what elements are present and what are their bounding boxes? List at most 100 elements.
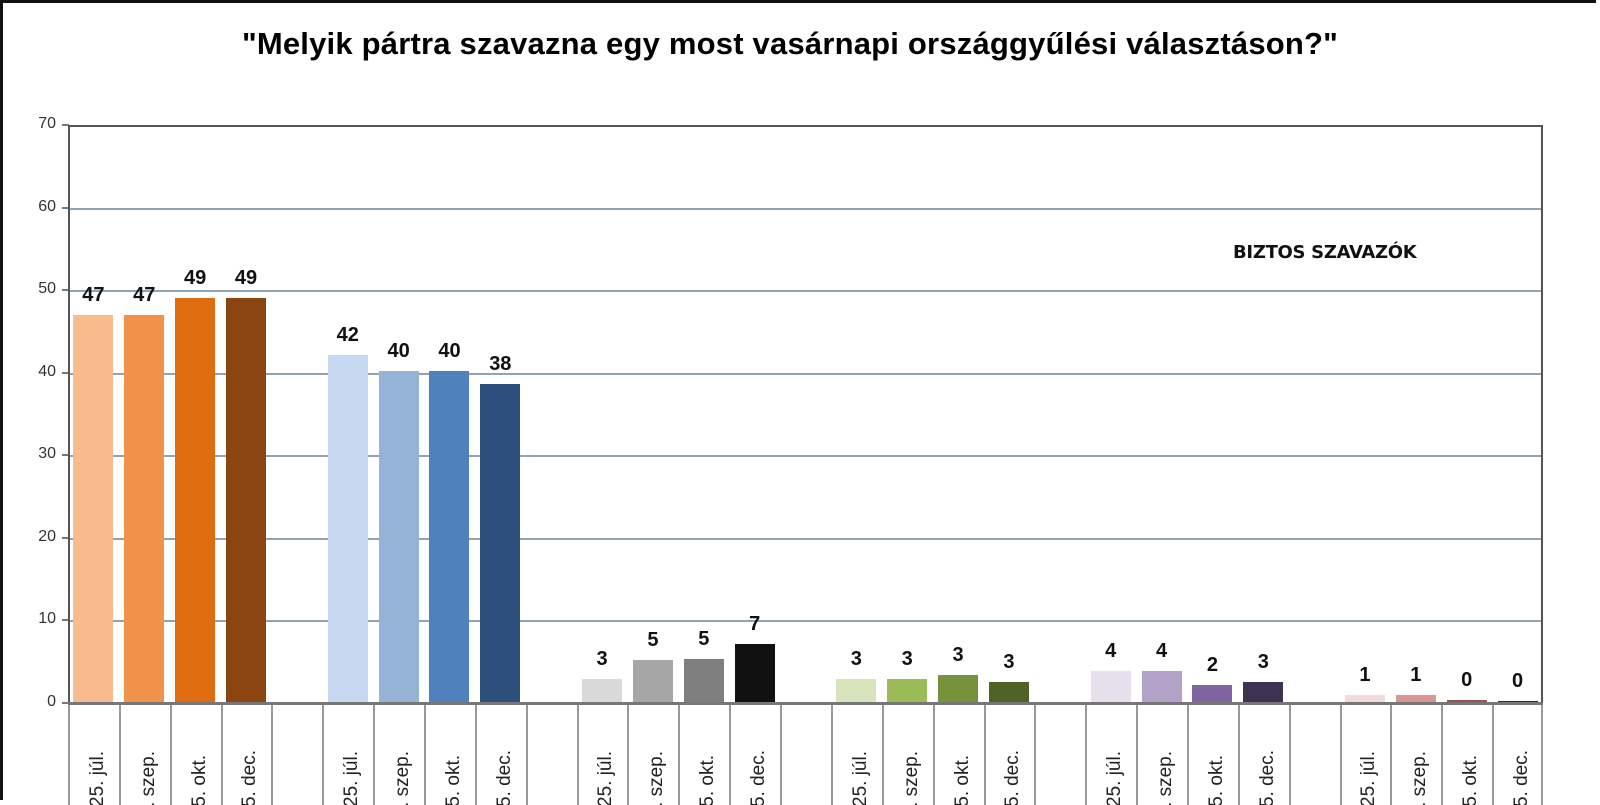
bar [1090,670,1131,703]
x-tick-label: 5. okt. [1205,755,1227,805]
bar [1344,694,1385,703]
bar [988,682,1029,703]
bar [226,298,267,703]
y-tick-label: 60 [38,197,56,215]
bar-value-label: 5 [698,628,710,651]
bar [1395,694,1436,703]
x-category-cell: 5. okt. [169,705,221,805]
x-gap-cell [780,705,831,805]
bar-value-label: 1 [1410,663,1422,686]
bar-value-label: 3 [1003,651,1015,674]
bar [683,659,724,703]
x-end-border [1541,705,1543,805]
x-category-cell: 5. okt. [932,705,984,805]
y-tick-label: 10 [38,610,56,628]
gridline [70,537,1541,540]
x-category-cell: . szep. [373,705,424,805]
x-category-cell: 5. dec. [1237,705,1289,805]
y-tick-mark [62,289,69,292]
x-category-cell: 25. júl. [68,705,119,805]
x-category-cell: . szep. [1390,705,1441,805]
x-tick-label: 5. dec. [1002,749,1024,805]
y-tick-mark [62,702,69,704]
x-tick-label: 25. júl. [341,751,363,805]
x-tick-label: 5. dec. [1256,749,1278,805]
x-gap-cell [1288,705,1340,805]
x-category-cell: 25. júl. [1085,705,1136,805]
bar [582,679,623,703]
x-category-cell: 25. júl. [322,705,373,805]
x-tick-label: 25. júl. [849,751,871,805]
bar [1141,670,1182,703]
y-tick-label: 70 [38,115,56,132]
bar [1192,684,1233,703]
bar [734,643,775,703]
bar-value-label: 2 [1206,653,1218,676]
x-tick-label: 25. júl. [86,751,108,805]
x-category-cell: 25. júl. [576,705,628,805]
bar [124,314,165,703]
bar-value-label: 3 [952,643,964,666]
x-category-cell: 5. okt. [1186,705,1238,805]
bar [1446,699,1487,703]
bar-value-label: 40 [438,340,461,363]
gridline [70,455,1541,458]
bar-value-label: 49 [234,267,258,290]
bar-value-label: 7 [749,612,761,635]
bar-value-label: 3 [596,648,608,671]
bar-value-label: 0 [1461,668,1473,691]
bar-value-label: 5 [647,629,659,652]
bar-value-label: 4 [1155,639,1168,662]
x-tick-label: . szep. [646,751,668,805]
x-category-cell: 5. okt. [424,705,475,805]
x-category-cell: 25. júl. [1339,705,1391,805]
bar [1497,700,1538,703]
bar [73,314,114,703]
x-category-cell: 5. dec. [474,705,526,805]
chart-annotation: BIZTOS SZAVAZÓK [1233,242,1417,263]
bar-value-label: 4 [1105,639,1117,662]
x-tick-label: 5. dec. [1510,749,1532,805]
x-gap-cell [525,705,577,805]
x-tick-label: . szep. [900,751,922,805]
x-category-cell: 5. okt. [1441,705,1492,805]
y-tick-label: 40 [38,362,56,380]
y-tick-mark [62,124,69,126]
bar-value-label: 3 [850,648,862,671]
x-axis-line [68,702,1543,705]
bar-value-label: 3 [901,648,913,671]
x-category-cell: 5. okt. [678,705,729,805]
x-category-cell: . szep. [627,705,678,805]
x-category-cell: 5. dec. [1492,705,1543,805]
bar-value-label: 40 [387,340,410,363]
bar [327,355,368,703]
y-tick-label: 50 [38,280,56,298]
bar-value-label: 47 [133,283,156,306]
gridline [70,290,1541,293]
x-category-cell: 5. dec. [729,705,780,805]
bar [887,679,928,703]
x-tick-label: 5. okt. [697,755,719,805]
bar [175,297,216,703]
x-tick-label: . szep. [137,751,159,805]
y-tick-label: 20 [38,527,56,545]
bar [429,371,470,703]
bar [378,371,419,703]
bar-value-label: 3 [1257,650,1269,673]
x-tick-label: 25. júl. [1358,751,1380,805]
bar [480,384,521,703]
bar-value-label: 49 [184,266,207,289]
x-category-cell: 25. júl. [830,705,882,805]
x-tick-label: 5. dec. [239,749,261,805]
x-tick-label: 5. dec. [748,749,770,805]
bar-value-label: 42 [336,324,359,347]
x-tick-label: . szep. [1409,751,1431,805]
x-category-cell: 5. dec. [983,705,1035,805]
bar [1243,681,1284,703]
x-tick-label: . szep. [1154,751,1176,805]
y-tick-mark [62,371,69,374]
x-tick-label: 5. okt. [951,755,973,805]
bar-value-label: 47 [82,283,105,306]
bar [836,679,877,703]
